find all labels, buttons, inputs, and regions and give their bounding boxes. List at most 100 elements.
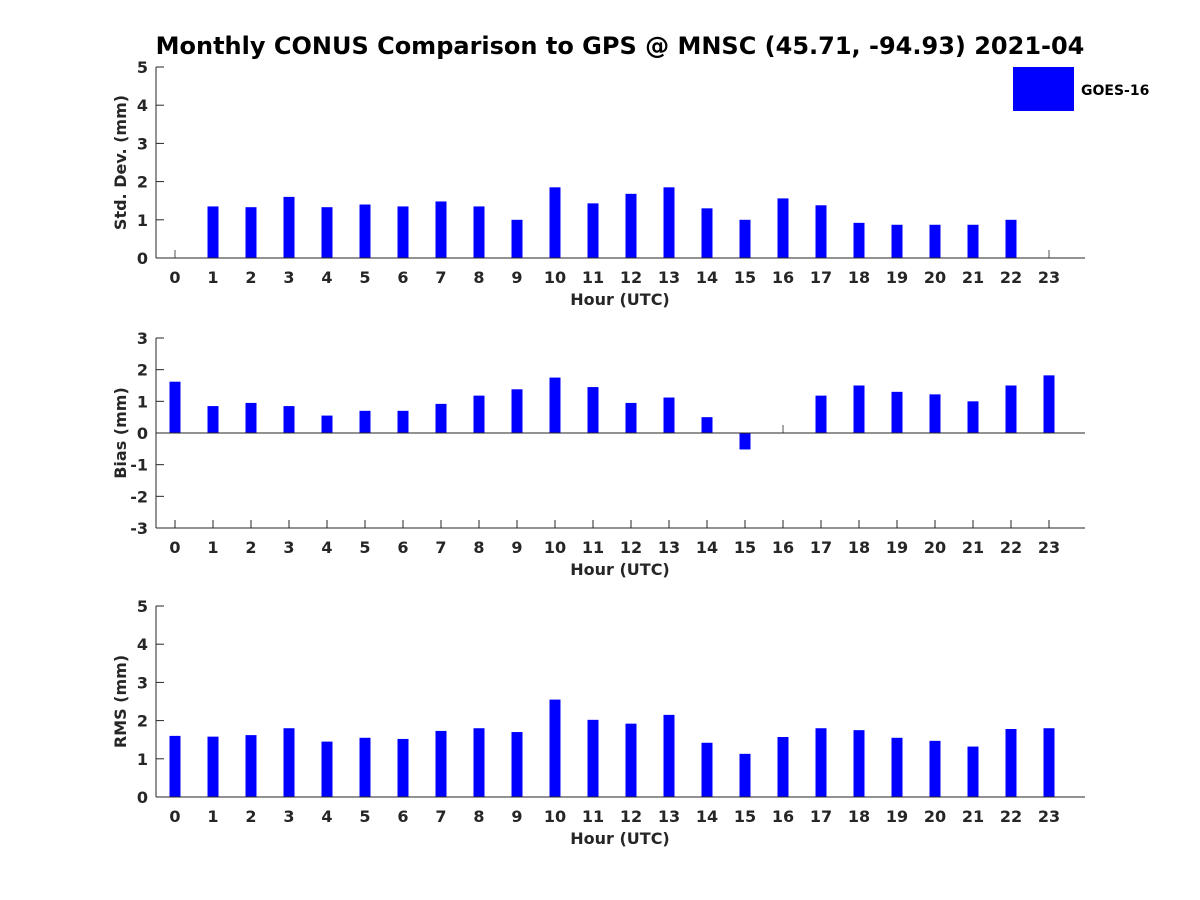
x-tick-label: 0 bbox=[169, 268, 180, 287]
bar-hour-3 bbox=[283, 728, 295, 797]
legend-swatch-goes-16 bbox=[1013, 67, 1074, 111]
x-tick-label: 7 bbox=[435, 807, 446, 826]
x-tick-label: 11 bbox=[582, 538, 604, 557]
x-tick-label: 21 bbox=[962, 807, 984, 826]
bar-hour-13 bbox=[663, 397, 675, 433]
x-tick-label: 23 bbox=[1038, 538, 1060, 557]
x-tick-label: 14 bbox=[696, 538, 718, 557]
bar-hour-8 bbox=[473, 206, 485, 258]
x-tick-label: 22 bbox=[1000, 807, 1022, 826]
y-tick-label: 4 bbox=[137, 96, 148, 115]
x-tick-label: 0 bbox=[169, 538, 180, 557]
y-tick-label: 1 bbox=[137, 750, 148, 769]
bar-hour-7 bbox=[435, 201, 447, 258]
bar-hour-23 bbox=[1043, 375, 1055, 433]
x-tick-label: 1 bbox=[207, 807, 218, 826]
x-tick-label: 9 bbox=[511, 268, 522, 287]
x-tick-label: 8 bbox=[473, 268, 484, 287]
x-tick-label: 11 bbox=[582, 268, 604, 287]
y-axis-label: Bias (mm) bbox=[111, 387, 130, 479]
x-tick-label: 23 bbox=[1038, 807, 1060, 826]
x-tick-label: 5 bbox=[359, 268, 370, 287]
x-tick-label: 6 bbox=[397, 538, 408, 557]
x-tick-label: 4 bbox=[321, 268, 332, 287]
y-tick-label: 0 bbox=[137, 249, 148, 268]
x-tick-label: 7 bbox=[435, 538, 446, 557]
x-tick-label: 10 bbox=[544, 807, 566, 826]
bar-hour-9 bbox=[511, 732, 523, 797]
x-tick-label: 19 bbox=[886, 268, 908, 287]
x-tick-label: 1 bbox=[207, 538, 218, 557]
x-tick-label: 9 bbox=[511, 538, 522, 557]
x-tick-label: 21 bbox=[962, 538, 984, 557]
bar-hour-6 bbox=[397, 738, 409, 797]
x-tick-label: 14 bbox=[696, 807, 718, 826]
x-tick-label: 23 bbox=[1038, 268, 1060, 287]
bar-hour-6 bbox=[397, 206, 409, 258]
x-tick-label: 15 bbox=[734, 268, 756, 287]
x-tick-label: 22 bbox=[1000, 538, 1022, 557]
bar-hour-12 bbox=[625, 723, 637, 797]
bar-hour-22 bbox=[1005, 219, 1017, 258]
x-tick-label: 16 bbox=[772, 538, 794, 557]
bar-hour-17 bbox=[815, 395, 827, 433]
x-tick-label: 10 bbox=[544, 268, 566, 287]
x-tick-label: 22 bbox=[1000, 268, 1022, 287]
x-tick-label: 17 bbox=[810, 807, 832, 826]
x-tick-label: 16 bbox=[772, 268, 794, 287]
bar-hour-5 bbox=[359, 737, 371, 797]
bar-hour-18 bbox=[853, 385, 865, 433]
bar-hour-4 bbox=[321, 741, 333, 797]
legend-label-goes-16: GOES-16 bbox=[1081, 83, 1149, 99]
bar-hour-15 bbox=[739, 219, 751, 258]
x-tick-label: 20 bbox=[924, 807, 946, 826]
x-tick-label: 9 bbox=[511, 807, 522, 826]
x-tick-label: 15 bbox=[734, 807, 756, 826]
y-tick-label: 0 bbox=[137, 424, 148, 443]
x-tick-label: 6 bbox=[397, 268, 408, 287]
bar-hour-2 bbox=[245, 735, 257, 797]
x-tick-label: 13 bbox=[658, 538, 680, 557]
bar-hour-21 bbox=[967, 746, 979, 797]
legend: GOES-16 bbox=[1013, 67, 1149, 111]
x-axis-label: Hour (UTC) bbox=[570, 560, 670, 579]
bar-hour-5 bbox=[359, 410, 371, 433]
y-tick-label: 3 bbox=[137, 134, 148, 153]
bar-hour-9 bbox=[511, 219, 523, 258]
x-axis-label: Hour (UTC) bbox=[570, 829, 670, 848]
x-tick-label: 1 bbox=[207, 268, 218, 287]
bar-hour-22 bbox=[1005, 385, 1017, 433]
x-tick-label: 17 bbox=[810, 268, 832, 287]
bar-hour-0 bbox=[169, 735, 181, 797]
x-tick-label: 10 bbox=[544, 538, 566, 557]
bar-hour-22 bbox=[1005, 729, 1017, 797]
y-tick-label: 3 bbox=[137, 673, 148, 692]
bar-hour-14 bbox=[701, 742, 713, 797]
bar-hour-1 bbox=[207, 406, 219, 433]
y-tick-label: 3 bbox=[137, 329, 148, 348]
bar-hour-15 bbox=[739, 433, 751, 450]
x-tick-label: 15 bbox=[734, 538, 756, 557]
x-tick-label: 3 bbox=[283, 538, 294, 557]
bar-hour-12 bbox=[625, 193, 637, 258]
x-tick-label: 20 bbox=[924, 268, 946, 287]
bar-hour-18 bbox=[853, 222, 865, 258]
y-axis-label: RMS (mm) bbox=[111, 655, 130, 748]
bar-hour-1 bbox=[207, 736, 219, 797]
x-tick-label: 12 bbox=[620, 538, 642, 557]
bar-hour-8 bbox=[473, 728, 485, 797]
bar-hour-2 bbox=[245, 207, 257, 258]
bar-hour-17 bbox=[815, 205, 827, 258]
bar-hour-4 bbox=[321, 207, 333, 258]
bar-hour-0 bbox=[169, 381, 181, 433]
y-tick-label: 4 bbox=[137, 635, 148, 654]
bar-hour-11 bbox=[587, 719, 599, 797]
x-tick-label: 7 bbox=[435, 268, 446, 287]
x-tick-label: 18 bbox=[848, 807, 870, 826]
x-tick-label: 17 bbox=[810, 538, 832, 557]
bar-hour-19 bbox=[891, 737, 903, 797]
x-tick-label: 19 bbox=[886, 538, 908, 557]
x-tick-label: 5 bbox=[359, 807, 370, 826]
